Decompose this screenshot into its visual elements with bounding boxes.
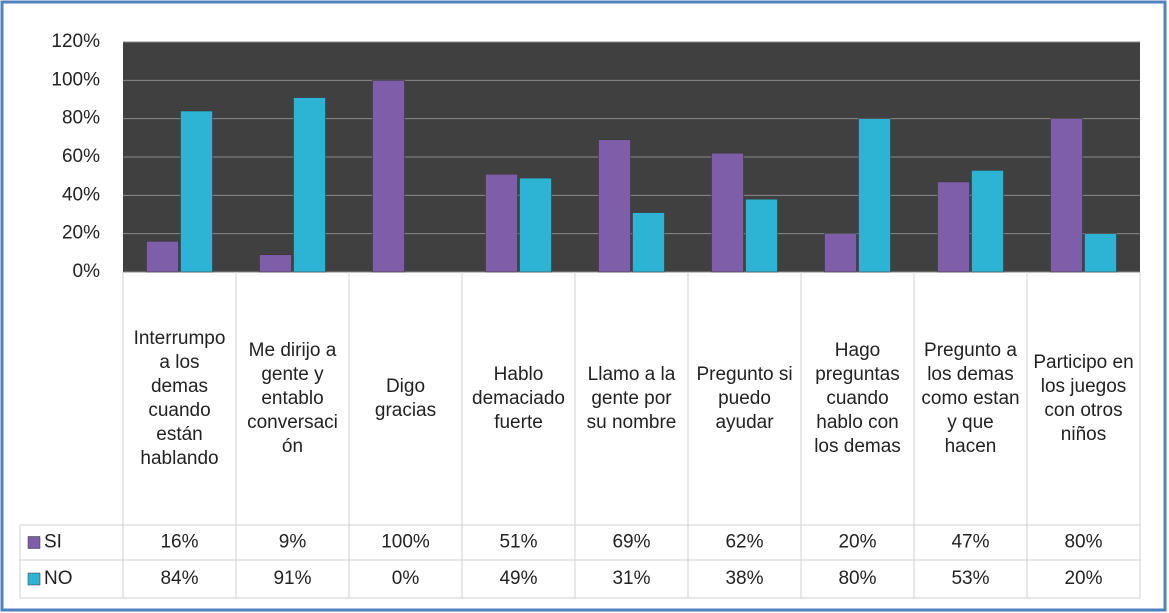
y-tick-label: 0% bbox=[73, 261, 101, 282]
y-tick-label: 60% bbox=[62, 146, 100, 167]
data-label: 91% bbox=[273, 568, 311, 589]
bar bbox=[711, 152, 744, 273]
x-tick-label: Llamo a la gente por su nombre bbox=[586, 363, 677, 433]
data-label: 0% bbox=[392, 568, 420, 589]
x-tick-label: Pregunto si puedo ayudar bbox=[696, 363, 793, 433]
bar bbox=[1050, 118, 1083, 273]
bar bbox=[372, 80, 405, 273]
data-label: 62% bbox=[725, 532, 763, 553]
data-label: 9% bbox=[279, 532, 307, 553]
data-label: 100% bbox=[381, 532, 430, 553]
y-tick-label: 100% bbox=[51, 69, 100, 90]
bar bbox=[146, 241, 179, 273]
data-label: 20% bbox=[1064, 568, 1102, 589]
legend-label: SI bbox=[44, 532, 62, 553]
data-label: 20% bbox=[838, 532, 876, 553]
x-tick-label: Participo en los juegos con otros niños bbox=[1033, 351, 1134, 445]
bar bbox=[824, 233, 857, 273]
y-tick-label: 20% bbox=[62, 223, 100, 244]
data-label: 47% bbox=[951, 532, 989, 553]
bar bbox=[745, 198, 778, 273]
bar bbox=[180, 110, 213, 273]
bar bbox=[485, 174, 518, 273]
x-tick-label: Pregunto a los demas como estan y que ha… bbox=[921, 339, 1020, 457]
bar bbox=[1084, 233, 1117, 273]
data-label: 80% bbox=[838, 568, 876, 589]
data-label: 80% bbox=[1064, 532, 1102, 553]
bar bbox=[937, 181, 970, 273]
bar bbox=[293, 97, 326, 273]
legend-key bbox=[27, 536, 41, 549]
legend-key bbox=[27, 572, 41, 586]
data-label: 31% bbox=[612, 568, 650, 589]
bar bbox=[259, 254, 292, 273]
x-tick-label: Me dirijo a gente y entablo conversación bbox=[247, 339, 338, 457]
x-tick-label: Interrumpo a los demas cuando están habl… bbox=[133, 327, 226, 469]
bar bbox=[598, 139, 631, 273]
bar bbox=[519, 177, 552, 273]
data-label: 51% bbox=[499, 532, 537, 553]
data-label: 53% bbox=[951, 568, 989, 589]
y-tick-label: 80% bbox=[62, 108, 100, 129]
data-label: 38% bbox=[725, 568, 763, 589]
x-tick-label: Digo gracias bbox=[374, 375, 437, 421]
y-tick-label: 40% bbox=[62, 184, 100, 205]
y-tick-label: 120% bbox=[51, 31, 100, 52]
bar bbox=[858, 118, 891, 273]
data-label: 84% bbox=[160, 568, 198, 589]
legend-label: NO bbox=[44, 568, 73, 589]
data-label: 69% bbox=[612, 532, 650, 553]
x-tick-label: Hablo demaciado fuerte bbox=[472, 363, 565, 433]
data-label: 16% bbox=[160, 532, 198, 553]
data-label: 49% bbox=[499, 568, 537, 589]
x-tick-label: Hago preguntas cuando hablo con los dema… bbox=[814, 339, 901, 457]
bar bbox=[971, 170, 1004, 273]
bar bbox=[632, 212, 665, 273]
